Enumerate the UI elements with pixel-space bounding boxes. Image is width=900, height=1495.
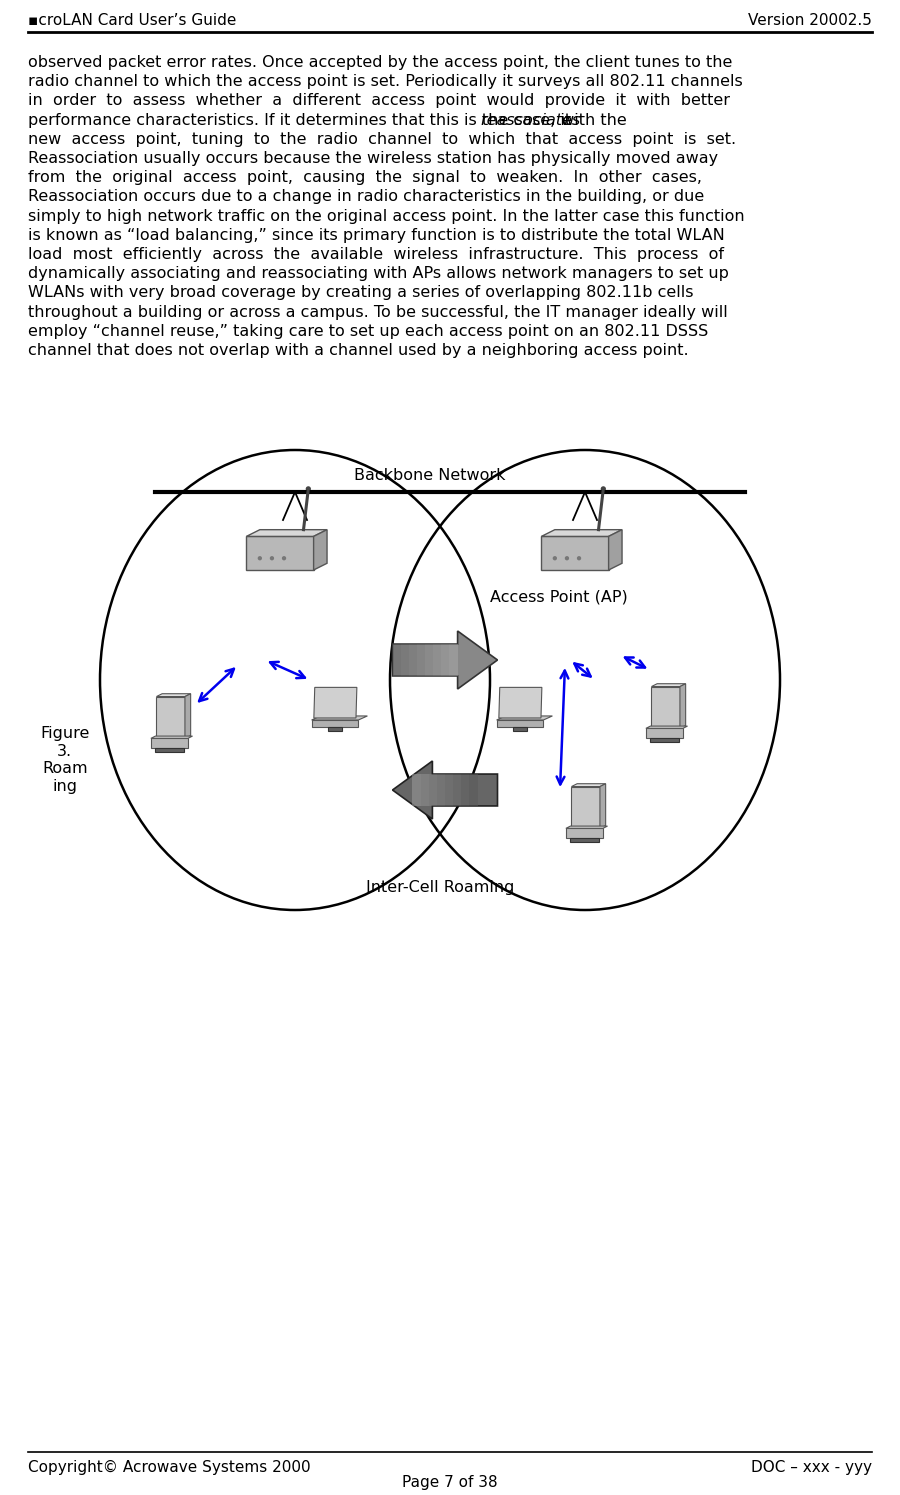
Polygon shape xyxy=(652,683,686,686)
Bar xyxy=(425,644,433,676)
Text: dynamically associating and reassociating with APs allows network managers to se: dynamically associating and reassociatin… xyxy=(28,266,729,281)
Polygon shape xyxy=(151,739,188,748)
Bar xyxy=(328,727,342,731)
Text: radio channel to which the access point is set. Periodically it surveys all 802.: radio channel to which the access point … xyxy=(28,75,742,90)
Polygon shape xyxy=(313,529,327,570)
Bar xyxy=(433,644,441,676)
Bar xyxy=(392,644,400,676)
Polygon shape xyxy=(157,694,191,697)
Polygon shape xyxy=(600,783,606,828)
Polygon shape xyxy=(652,686,680,728)
Polygon shape xyxy=(646,728,683,739)
Polygon shape xyxy=(680,683,686,728)
Circle shape xyxy=(282,556,286,561)
Polygon shape xyxy=(314,688,357,718)
FancyArrow shape xyxy=(392,761,498,819)
Text: Reassociation occurs due to a change in radio characteristics in the building, o: Reassociation occurs due to a change in … xyxy=(28,190,704,205)
Text: ▪croLAN Card User’s Guide: ▪croLAN Card User’s Guide xyxy=(28,13,237,28)
Bar xyxy=(436,774,445,806)
Polygon shape xyxy=(572,783,606,786)
Text: WLANs with very broad coverage by creating a series of overlapping 802.11b cells: WLANs with very broad coverage by creati… xyxy=(28,286,694,300)
Bar xyxy=(453,774,462,806)
Polygon shape xyxy=(311,716,367,721)
Polygon shape xyxy=(646,727,688,728)
Bar xyxy=(441,644,449,676)
FancyArrow shape xyxy=(392,631,498,689)
Text: Reassociation usually occurs because the wireless station has physically moved a: Reassociation usually occurs because the… xyxy=(28,151,718,166)
Polygon shape xyxy=(542,529,622,537)
Polygon shape xyxy=(247,537,313,570)
Bar xyxy=(420,774,428,806)
Bar xyxy=(650,739,680,743)
Circle shape xyxy=(306,486,311,492)
Bar xyxy=(570,837,599,842)
Polygon shape xyxy=(185,694,191,739)
Text: Version 20002.5: Version 20002.5 xyxy=(748,13,872,28)
Polygon shape xyxy=(566,828,603,837)
Text: Copyright© Acrowave Systems 2000: Copyright© Acrowave Systems 2000 xyxy=(28,1461,310,1476)
Bar xyxy=(400,644,409,676)
Bar xyxy=(409,644,417,676)
Circle shape xyxy=(257,556,262,561)
Bar xyxy=(417,644,425,676)
Polygon shape xyxy=(311,721,358,727)
Bar xyxy=(470,774,478,806)
Text: performance characteristics. If it determines that this is the case, it: performance characteristics. If it deter… xyxy=(28,112,576,127)
Text: Backbone Network: Backbone Network xyxy=(355,468,506,483)
Text: in  order  to  assess  whether  a  different  access  point  would  provide  it : in order to assess whether a different a… xyxy=(28,93,730,109)
Text: Access Point (AP): Access Point (AP) xyxy=(490,591,628,605)
Text: simply to high network traffic on the original access point. In the latter case : simply to high network traffic on the or… xyxy=(28,209,744,224)
Text: Figure
3.
Roam
ing: Figure 3. Roam ing xyxy=(40,727,89,794)
Text: channel that does not overlap with a channel used by a neighboring access point.: channel that does not overlap with a cha… xyxy=(28,342,688,357)
Bar xyxy=(412,774,420,806)
Text: observed packet error rates. Once accepted by the access point, the client tunes: observed packet error rates. Once accept… xyxy=(28,55,733,70)
Text: is known as “load balancing,” since its primary function is to distribute the to: is known as “load balancing,” since its … xyxy=(28,227,724,242)
Circle shape xyxy=(600,486,606,492)
Polygon shape xyxy=(608,529,622,570)
Polygon shape xyxy=(566,827,608,828)
Text: from  the  original  access  point,  causing  the  signal  to  weaken.  In  othe: from the original access point, causing … xyxy=(28,170,702,185)
Text: DOC – xxx - yyy: DOC – xxx - yyy xyxy=(751,1461,872,1476)
Text: Inter-Cell Roaming: Inter-Cell Roaming xyxy=(365,881,514,896)
Polygon shape xyxy=(151,736,193,739)
Circle shape xyxy=(565,556,569,561)
Polygon shape xyxy=(157,697,185,739)
Polygon shape xyxy=(542,537,608,570)
Text: new  access  point,  tuning  to  the  radio  channel  to  which  that  access  p: new access point, tuning to the radio ch… xyxy=(28,132,736,147)
Text: load  most  efficiently  across  the  available  wireless  infrastructure.  This: load most efficiently across the availab… xyxy=(28,247,724,262)
Circle shape xyxy=(577,556,581,561)
Bar xyxy=(462,774,470,806)
Bar xyxy=(445,774,453,806)
Bar xyxy=(513,727,527,731)
Polygon shape xyxy=(497,721,544,727)
Polygon shape xyxy=(247,529,327,537)
Bar xyxy=(449,644,457,676)
Text: reassociates: reassociates xyxy=(481,112,580,127)
Text: with the: with the xyxy=(555,112,626,127)
Text: employ “channel reuse,” taking care to set up each access point on an 802.11 DSS: employ “channel reuse,” taking care to s… xyxy=(28,324,708,339)
Polygon shape xyxy=(497,716,553,721)
Text: throughout a building or across a campus. To be successful, the IT manager ideal: throughout a building or across a campus… xyxy=(28,305,728,320)
Bar xyxy=(155,748,184,752)
Polygon shape xyxy=(572,786,600,828)
Circle shape xyxy=(270,556,274,561)
Text: Page 7 of 38: Page 7 of 38 xyxy=(402,1476,498,1491)
Polygon shape xyxy=(499,688,542,718)
Bar xyxy=(428,774,436,806)
Circle shape xyxy=(553,556,557,561)
